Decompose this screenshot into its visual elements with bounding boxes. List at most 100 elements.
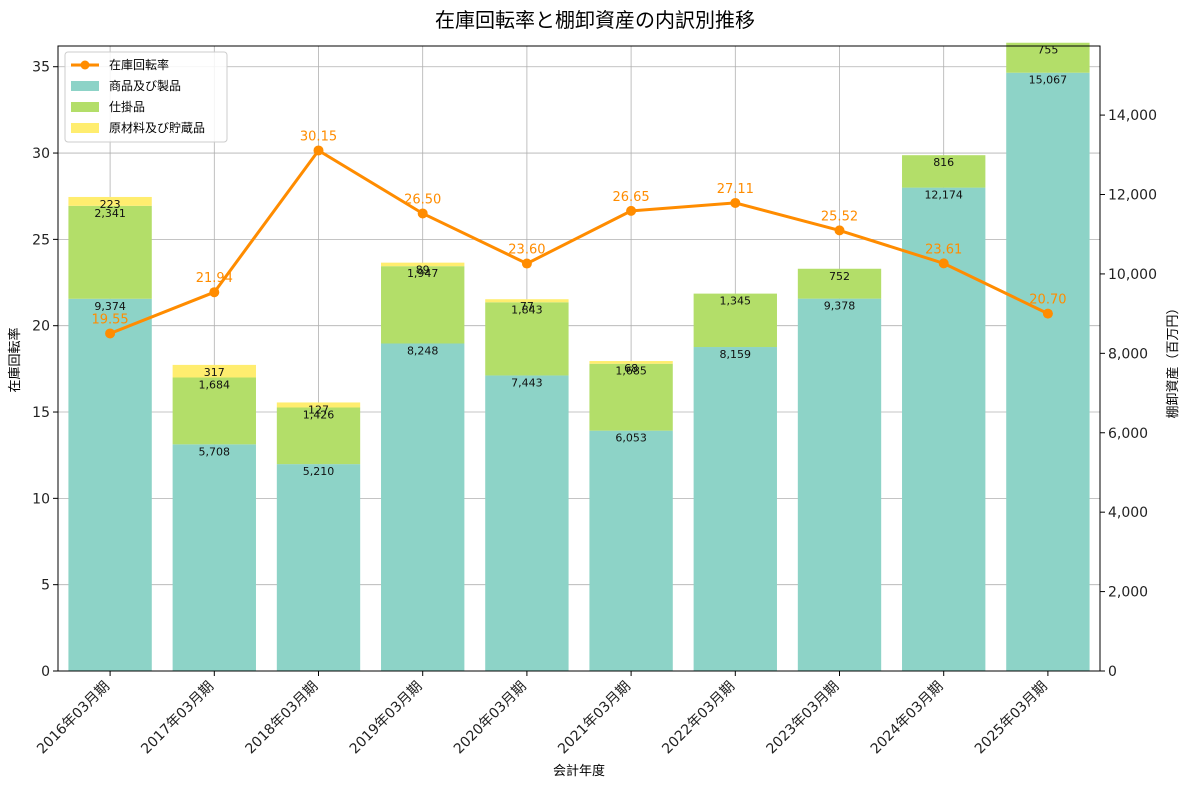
bar-label-wip: 752 bbox=[829, 270, 850, 283]
bar-label-products: 9,374 bbox=[94, 300, 126, 313]
bar-products bbox=[172, 444, 256, 671]
chart-title: 在庫回転率と棚卸資産の内訳別推移 bbox=[435, 8, 755, 32]
bar-label-wip: 1,843 bbox=[511, 303, 543, 316]
bar-wip bbox=[485, 302, 569, 376]
bar-wip bbox=[693, 293, 777, 348]
bar-wip bbox=[797, 268, 882, 299]
bar-products bbox=[1006, 72, 1090, 671]
bar-label-products: 15,067 bbox=[1029, 74, 1068, 87]
line-labels: 19.55 21.94 30.15 26.50 23.60 26.65 27.11 25.52… bbox=[91, 129, 1066, 327]
turnover-label: 26.50 bbox=[404, 192, 441, 207]
bar-label-products: 8,159 bbox=[720, 348, 752, 361]
bar-label-raw-materials: 68 bbox=[624, 362, 638, 375]
x-tick-label: 2021年03月期 bbox=[555, 679, 634, 758]
turnover-point bbox=[730, 197, 741, 208]
y-axis-left-label: 在庫回転率 bbox=[7, 327, 23, 392]
y-right-tick-label: 10,000 bbox=[1108, 267, 1157, 283]
bar-products bbox=[485, 375, 569, 671]
bar-label-products: 6,053 bbox=[615, 432, 647, 445]
turnover-point bbox=[313, 145, 324, 156]
x-axis-label: 会計年度 bbox=[553, 763, 605, 779]
legend-item-label: 原材料及び貯蔵品 bbox=[109, 121, 205, 135]
bar-label-products: 8,248 bbox=[407, 344, 439, 357]
bar-raw-materials bbox=[172, 364, 256, 378]
turnover-line bbox=[109, 148, 1049, 335]
y-left-tick-label: 10 bbox=[32, 491, 50, 507]
y-left-tick-label: 5 bbox=[41, 578, 50, 594]
bar-label-raw-materials: 127 bbox=[308, 403, 329, 416]
legend-item-label: 在庫回転率 bbox=[109, 57, 169, 72]
x-tick-label: 2024年03月期 bbox=[868, 679, 947, 758]
bar-label-raw-materials: 223 bbox=[100, 198, 121, 211]
turnover-point bbox=[626, 205, 637, 216]
bar-label-raw-materials: 89 bbox=[416, 264, 430, 277]
bar-raw-materials bbox=[276, 402, 361, 408]
line-series bbox=[105, 145, 1053, 339]
y-left-tick-label: 20 bbox=[32, 319, 50, 335]
x-tick-label: 2018年03月期 bbox=[243, 679, 322, 758]
turnover-label: 30.15 bbox=[300, 129, 337, 144]
bar-wip bbox=[381, 266, 465, 344]
bar-label-products: 5,708 bbox=[199, 445, 231, 458]
x-tick-label: 2023年03月期 bbox=[764, 679, 843, 758]
turnover-point bbox=[1042, 308, 1053, 319]
x-tick-label: 2019年03月期 bbox=[347, 679, 426, 758]
y-right-tick-label: 4,000 bbox=[1108, 505, 1148, 521]
turnover-point bbox=[417, 208, 428, 219]
turnover-label: 19.55 bbox=[91, 312, 128, 327]
bar-products bbox=[381, 343, 465, 671]
turnover-point bbox=[521, 258, 532, 269]
x-tick-label: 2017年03月期 bbox=[138, 679, 217, 758]
bar-raw-materials bbox=[68, 196, 152, 206]
turnover-label: 23.60 bbox=[508, 243, 545, 258]
bar-products bbox=[276, 464, 361, 671]
bar-products bbox=[797, 298, 882, 671]
bar-products bbox=[589, 430, 673, 671]
turnover-point bbox=[105, 328, 116, 339]
y-left-tick-label: 25 bbox=[32, 232, 50, 248]
turnover-point bbox=[834, 225, 845, 236]
legend-item-label: 仕掛品 bbox=[109, 99, 145, 114]
bar-label-raw-materials: 317 bbox=[204, 366, 225, 379]
bar-raw-materials bbox=[589, 361, 673, 364]
turnover-label: 27.11 bbox=[717, 182, 754, 197]
bar-wip bbox=[1006, 42, 1090, 73]
turnover-point bbox=[938, 258, 949, 269]
bar-label-products: 7,443 bbox=[511, 376, 543, 389]
bar-label-wip: 2,341 bbox=[94, 207, 126, 220]
y-left-tick-label: 35 bbox=[32, 60, 50, 76]
y-right-tick-label: 6,000 bbox=[1108, 426, 1148, 442]
turnover-label: 21.94 bbox=[196, 271, 233, 286]
plot-frame bbox=[57, 45, 1101, 672]
bar-wip bbox=[172, 377, 256, 445]
y-axis-right-label: 棚卸資産（百万円） bbox=[1165, 301, 1181, 418]
bar-wip bbox=[902, 155, 986, 188]
x-tick-label: 2022年03月期 bbox=[659, 679, 738, 758]
turnover-label: 26.65 bbox=[612, 190, 649, 205]
bar-label-wip: 816 bbox=[933, 156, 954, 169]
bar-products bbox=[68, 298, 152, 671]
legend-item-label: 商品及び製品 bbox=[109, 78, 181, 93]
bar-label-wip: 1,947 bbox=[407, 267, 439, 280]
y-right-tick-label: 14,000 bbox=[1108, 108, 1157, 124]
y-left-tick-label: 15 bbox=[32, 405, 50, 421]
x-tick-label: 2020年03月期 bbox=[451, 679, 530, 758]
bar-raw-materials bbox=[485, 299, 569, 303]
bar-raw-materials bbox=[381, 262, 465, 267]
bar-label-products: 5,210 bbox=[303, 465, 335, 478]
x-tick-label: 2016年03月期 bbox=[34, 679, 113, 758]
y-left-tick-label: 0 bbox=[41, 664, 50, 680]
bar-label-wip: 1,685 bbox=[615, 365, 647, 378]
y-right-tick-label: 0 bbox=[1108, 664, 1117, 680]
bar-label-wip: 1,684 bbox=[199, 378, 231, 391]
bar-wip bbox=[276, 407, 361, 465]
bar-products bbox=[693, 347, 777, 671]
turnover-point bbox=[209, 287, 220, 298]
legend-swatch bbox=[71, 123, 99, 133]
bar-label-wip: 1,426 bbox=[303, 408, 335, 421]
y-right-tick-label: 2,000 bbox=[1108, 585, 1148, 601]
bar-label-wip: 1,345 bbox=[720, 295, 752, 308]
